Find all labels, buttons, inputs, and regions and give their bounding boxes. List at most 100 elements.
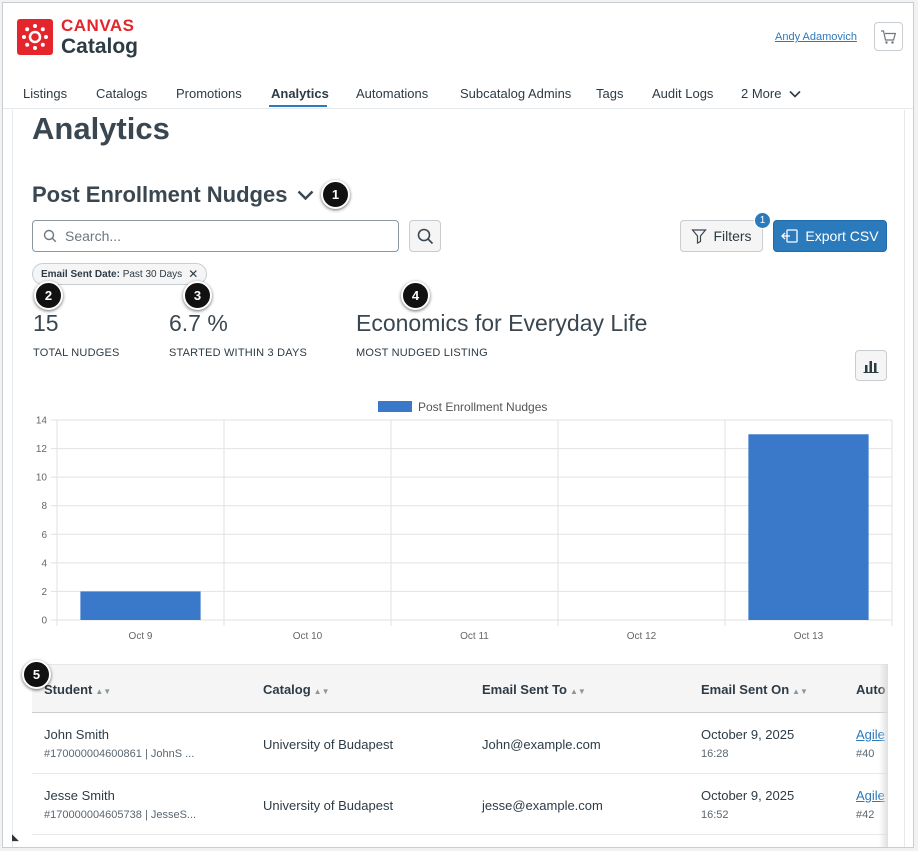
column-header-student[interactable]: Student ▲▼ — [44, 682, 111, 697]
search-button[interactable] — [409, 220, 441, 252]
student-name: Jesse Smith — [44, 788, 115, 803]
table-scroll-edge — [879, 664, 888, 847]
tab-more[interactable]: 2 More — [741, 86, 801, 101]
tab-listings[interactable]: Listings — [23, 86, 68, 101]
filter-icon — [691, 229, 708, 244]
y-tick-label: 0 — [41, 616, 47, 627]
search-icon — [417, 228, 433, 244]
legend-label: Post Enrollment Nudges — [418, 400, 547, 414]
cart-button[interactable] — [874, 22, 903, 51]
tab-audit-logs[interactable]: Audit Logs — [652, 86, 714, 101]
tab-analytics[interactable]: Analytics — [271, 86, 329, 101]
stat-value: 6.7 % — [169, 310, 228, 336]
automation-id: #42 — [856, 809, 875, 821]
column-header-label: Student — [44, 682, 93, 697]
tab-tags[interactable]: Tags — [596, 86, 624, 101]
y-tick-label: 2 — [41, 587, 47, 598]
automation-link[interactable]: Agile — [856, 727, 885, 742]
content-panel — [12, 110, 905, 847]
column-header-automation[interactable]: Auto — [856, 682, 886, 697]
active-tab-indicator — [269, 105, 327, 107]
search-icon — [43, 229, 57, 243]
callout-2: 2 — [34, 281, 63, 310]
chevron-down-icon — [298, 190, 314, 200]
bar — [748, 434, 869, 620]
resize-handle-icon[interactable]: ◣ — [12, 832, 19, 842]
column-header-label: Email Sent On — [701, 682, 790, 697]
page-title: Analytics — [32, 111, 170, 146]
tab-subcatalog-admins[interactable]: Subcatalog Admins — [460, 86, 572, 101]
report-title: Post Enrollment Nudges — [32, 182, 288, 207]
tab-promotions[interactable]: Promotions — [176, 86, 242, 101]
tab-more-label: 2 More — [741, 86, 782, 101]
sort-icon: ▲▼ — [95, 687, 112, 696]
tab-automations[interactable]: Automations — [356, 86, 429, 101]
brand-logo[interactable]: CANVAS Catalog — [17, 17, 138, 57]
stat-most-nudged-listing: Economics for Everyday Life MOST NUDGED … — [356, 310, 647, 359]
brand-bottom-text: Catalog — [61, 35, 139, 58]
email-sent-date: October 9, 2025 — [701, 727, 795, 742]
search-field[interactable] — [32, 220, 399, 252]
x-tick-label: Oct 12 — [627, 631, 657, 642]
y-tick-label: 14 — [36, 416, 48, 427]
stat-label: STARTED WITHIN 3 DAYS — [169, 347, 308, 359]
nudges-table: Student ▲▼ Catalog ▲▼ Email Sent To ▲▼ Emai… — [32, 664, 888, 847]
report-selector[interactable]: Post Enrollment Nudges — [32, 182, 314, 208]
x-tick-label: Oct 9 — [129, 631, 153, 642]
bar-chart-icon — [863, 360, 879, 373]
chevron-down-icon — [789, 90, 801, 98]
stat-value: 15 — [33, 310, 59, 336]
main-nav: Listings Catalogs Promotions Analytics A… — [3, 83, 913, 109]
automation-link[interactable]: Agile — [856, 788, 885, 803]
email-address: jesse@example.com — [482, 798, 603, 813]
search-input[interactable] — [65, 228, 385, 244]
export-icon — [781, 229, 799, 243]
student-name: John Smith — [44, 727, 110, 742]
email-sent-time: 16:52 — [701, 809, 729, 821]
student-id: #170000004605738 | JesseS... — [44, 809, 197, 821]
callout-3: 3 — [183, 281, 212, 310]
stat-label: MOST NUDGED LISTING — [356, 347, 488, 359]
user-name-link[interactable]: Andy Adamovich — [775, 31, 857, 43]
column-header-catalog[interactable]: Catalog ▲▼ — [263, 682, 330, 697]
filters-count-badge: 1 — [754, 212, 771, 229]
callout-5: 5 — [22, 660, 51, 689]
y-tick-label: 12 — [36, 444, 48, 455]
nudges-bar-chart: 0 2 4 6 8 10 12 14 Oct 9 Oct 10 Oct 11 Oct 12 Oct 13… — [36, 400, 893, 642]
callout-1: 1 — [321, 180, 350, 209]
bar — [80, 591, 201, 620]
export-csv-button[interactable]: Export CSV — [773, 220, 887, 252]
filters-button[interactable]: Filters — [680, 220, 763, 252]
close-icon[interactable]: ✕ — [188, 267, 199, 281]
chart-toggle-button[interactable] — [855, 350, 887, 381]
filter-pill-email-sent-date[interactable]: Email Sent Date: Past 30 Days ✕ — [32, 263, 208, 285]
catalog-name: University of Budapest — [263, 737, 394, 752]
cart-icon — [881, 29, 897, 44]
x-tick-label: Oct 11 — [460, 631, 489, 642]
catalog-name: University of Budapest — [263, 798, 394, 813]
email-sent-date: October 9, 2025 — [701, 788, 795, 803]
student-id: #170000004600861 | JohnS ... — [44, 748, 195, 760]
sort-icon: ▲▼ — [570, 687, 586, 696]
y-tick-label: 8 — [41, 501, 47, 512]
email-sent-time: 16:28 — [701, 748, 729, 760]
callout-4: 4 — [401, 281, 430, 310]
sort-icon: ▲▼ — [792, 687, 808, 696]
filter-pill-label: Email Sent Date: — [41, 268, 120, 280]
table-header: Student ▲▼ Catalog ▲▼ Email Sent To ▲▼ Emai… — [32, 664, 888, 713]
column-header-email-sent-to[interactable]: Email Sent To ▲▼ — [482, 682, 586, 697]
automation-id: #40 — [856, 748, 875, 760]
canvas-logo-icon — [17, 19, 53, 55]
stat-started-within-3-days: 6.7 % STARTED WITHIN 3 DAYS — [169, 310, 307, 359]
stat-value: Economics for Everyday Life — [356, 310, 648, 336]
column-header-label: Catalog — [263, 682, 311, 697]
column-header-email-sent-on[interactable]: Email Sent On ▲▼ — [701, 682, 808, 697]
sort-icon: ▲▼ — [313, 687, 330, 696]
tab-catalogs[interactable]: Catalogs — [96, 86, 148, 101]
table-row: John Smith #170000004600861 | JohnS ... … — [32, 713, 888, 774]
y-tick-label: 10 — [36, 473, 48, 484]
table-row: Jesse Smith #170000004605738 | JesseS...… — [32, 774, 888, 835]
stat-label: TOTAL NUDGES — [33, 347, 120, 359]
brand-top-text: CANVAS — [61, 16, 135, 35]
